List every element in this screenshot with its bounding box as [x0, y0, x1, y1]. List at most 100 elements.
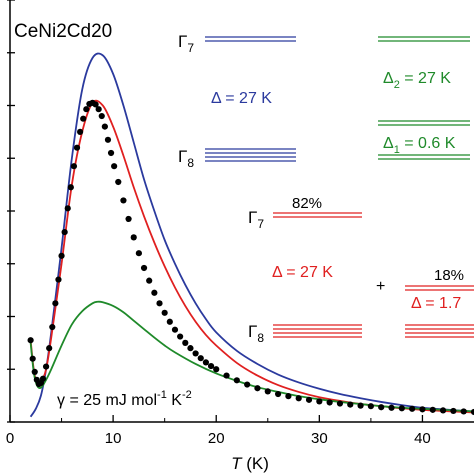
data-point [233, 377, 240, 384]
data-point [146, 277, 153, 284]
data-point [347, 401, 354, 408]
data-point [177, 333, 184, 340]
data-point [111, 163, 118, 170]
chart-title: CeNi2Cd20 [14, 21, 112, 42]
x-tick-label: 20 [208, 430, 225, 447]
blue-curve [29, 52, 474, 418]
data-point [130, 234, 137, 241]
data-point [202, 359, 210, 366]
data-point [77, 128, 84, 135]
data-point [115, 178, 122, 186]
data-point [450, 407, 457, 415]
data-point [98, 112, 105, 120]
data-point [254, 385, 261, 392]
data-point [92, 101, 99, 108]
data-point [73, 144, 81, 151]
data-point [171, 326, 179, 333]
data-point [46, 345, 53, 352]
data-point [460, 408, 467, 415]
data-point [120, 197, 127, 204]
data-point [156, 300, 163, 307]
blue-gamma7-label: Γ7 [178, 32, 194, 55]
data-point [80, 115, 87, 122]
data-point [378, 404, 385, 411]
data-point [161, 309, 168, 316]
data-point [388, 404, 395, 411]
x-tick-label: 30 [311, 430, 328, 447]
green-level-scheme: Δ2 = 27 K Δ1 = 0.6 K [378, 36, 470, 160]
data-point [305, 396, 313, 403]
data-points-series [27, 99, 474, 416]
data-point [419, 406, 426, 413]
data-point [336, 400, 344, 407]
red-right-bottom-lines [405, 324, 474, 338]
data-point [264, 388, 271, 395]
data-point [135, 250, 142, 257]
blue-gamma7-lines [205, 36, 296, 42]
data-point [58, 252, 65, 259]
data-point [244, 381, 251, 388]
data-point [192, 350, 199, 357]
data-point [107, 149, 115, 157]
data-point [207, 362, 215, 370]
data-point [83, 106, 90, 113]
data-point [357, 402, 364, 409]
red-gamma7-lines [273, 212, 362, 218]
data-point [409, 405, 416, 412]
data-point [101, 123, 108, 130]
gamma-label: γ = 25 mJ mol-1 K-2 [57, 389, 192, 409]
data-point [31, 368, 38, 375]
data-point [55, 276, 62, 283]
data-point [197, 355, 204, 362]
red-pct-18: 18% [434, 267, 464, 284]
data-point [140, 264, 148, 272]
red-delta-label: Δ = 27 K [272, 264, 333, 281]
data-point [213, 366, 220, 373]
blue-level-scheme: Γ7 Δ = 27 K Γ8 [178, 32, 296, 170]
data-point [439, 407, 447, 414]
axis-ticks: 0 10 20 30 40 [6, 0, 431, 447]
data-point [27, 337, 34, 344]
data-point [223, 372, 230, 379]
x-axis-label: T (K) [231, 454, 269, 473]
green-mid-lines [378, 120, 470, 126]
data-point [187, 345, 194, 352]
data-point [367, 403, 374, 410]
data-point [104, 136, 112, 143]
red-gamma8-label: Γ8 [248, 322, 264, 345]
green-bottom-lines [378, 154, 470, 160]
data-point [274, 390, 282, 398]
red-delta2-label: Δ = 1.7 [411, 295, 461, 312]
green-top-lines [378, 36, 470, 42]
data-point [151, 289, 158, 296]
data-point [52, 300, 59, 307]
red-gamma8-lines [273, 324, 362, 338]
data-point [326, 399, 333, 406]
red-level-scheme: 82% Γ7 Δ = 27 K Γ8 + 18% Δ = 1.7 [248, 195, 474, 345]
x-tick-label: 10 [105, 430, 122, 447]
data-point [49, 323, 56, 331]
data-point [166, 318, 173, 325]
red-right-top-lines [405, 285, 474, 291]
plot-series [27, 52, 474, 418]
data-point [285, 393, 292, 400]
data-point [182, 339, 189, 346]
data-point [429, 406, 436, 413]
data-point [70, 163, 78, 170]
data-point [316, 398, 323, 405]
data-point [67, 184, 74, 191]
blue-gamma8-lines [205, 148, 296, 162]
data-point [398, 405, 405, 412]
x-tick-label: 0 [6, 430, 14, 447]
data-point [125, 215, 132, 223]
data-point [61, 229, 68, 236]
data-point [64, 205, 71, 212]
green-delta2-label: Δ2 = 27 K [383, 70, 451, 91]
red-pct-82: 82% [292, 195, 322, 212]
green-delta1-label: Δ1 = 0.6 K [383, 135, 456, 156]
blue-gamma8-label: Γ8 [178, 147, 194, 170]
data-point [39, 375, 47, 382]
blue-delta-label: Δ = 27 K [211, 90, 272, 107]
data-point [29, 355, 36, 362]
